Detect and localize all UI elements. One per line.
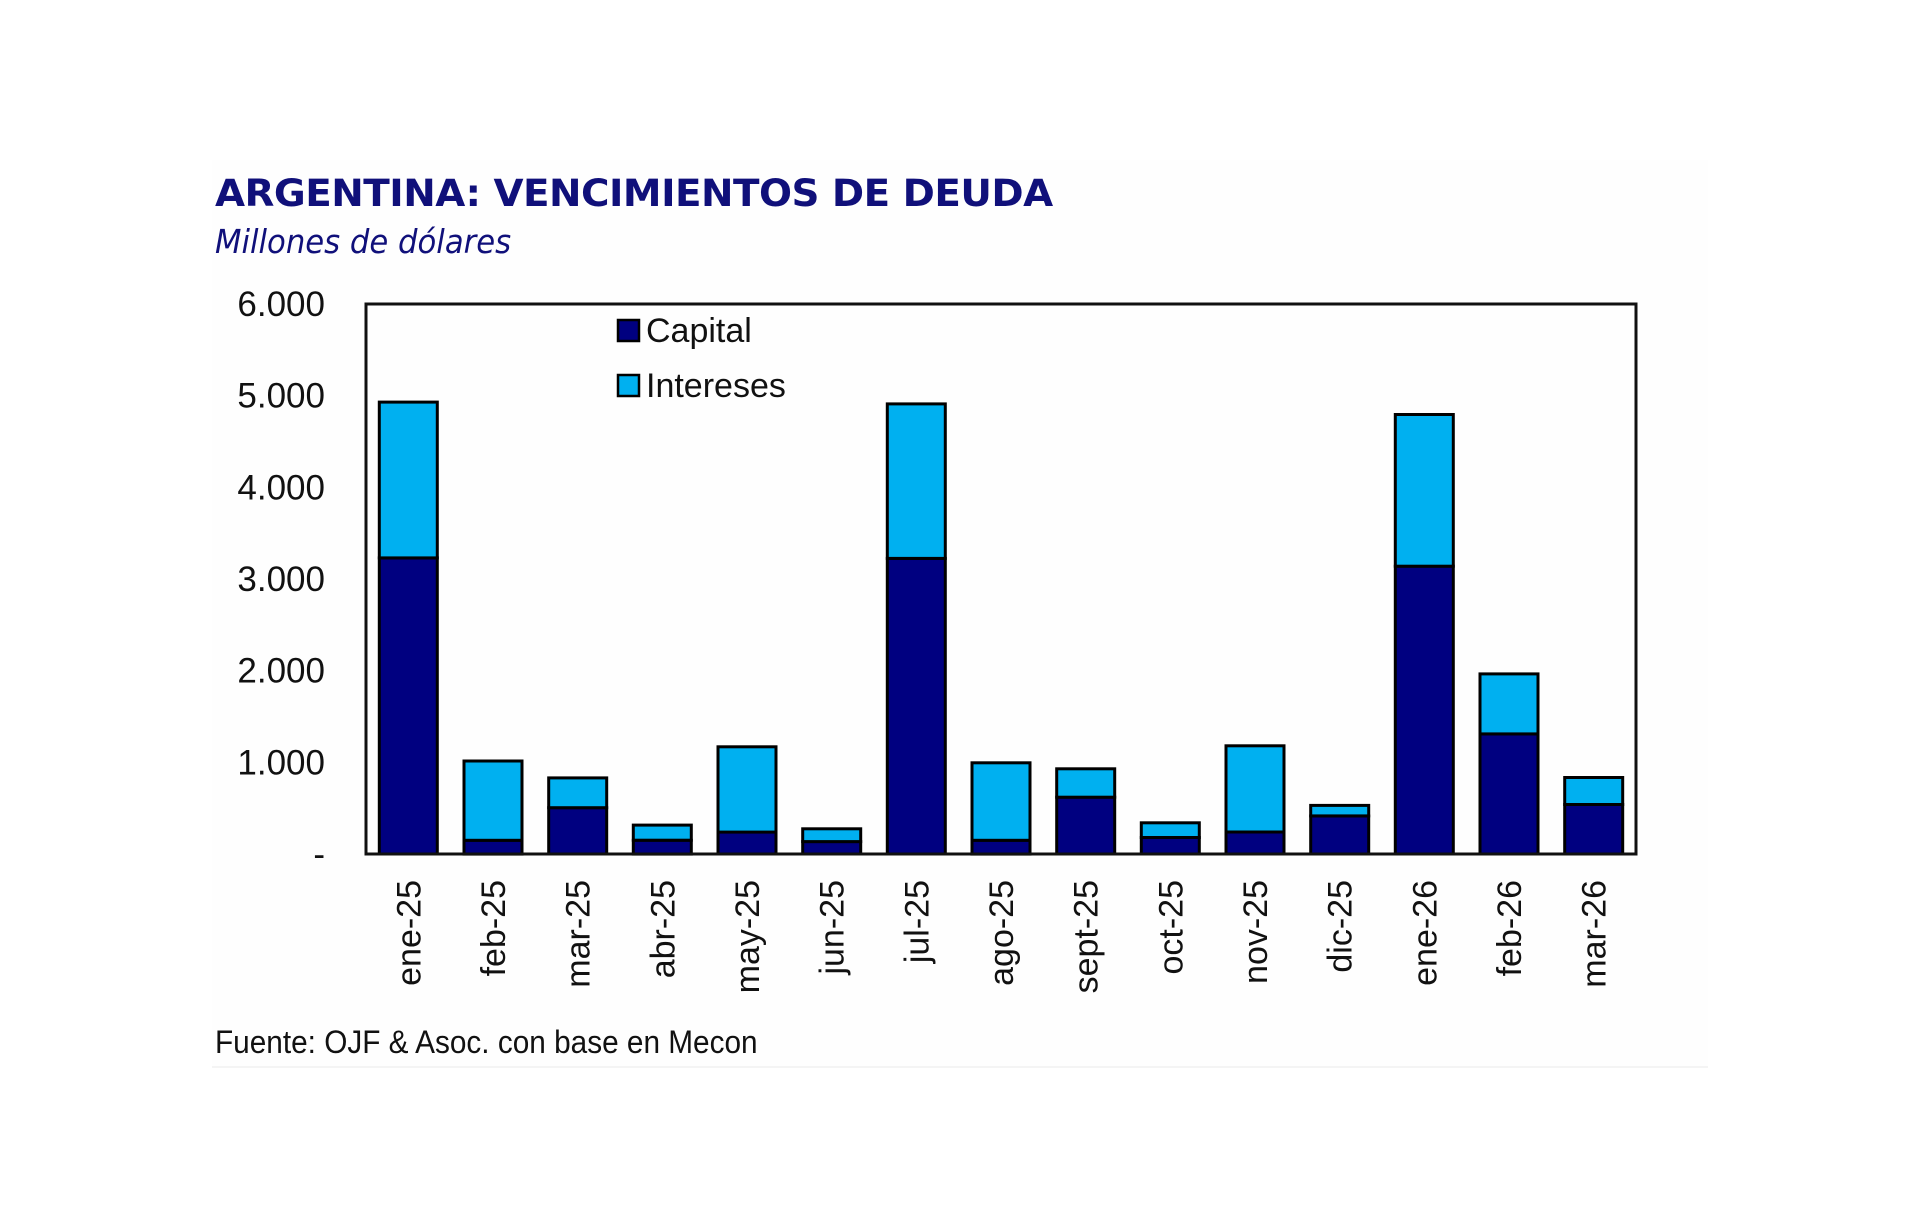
bar-capital-ene-26 [1393,564,1455,856]
y-tick-label: - [313,835,325,874]
legend-swatch-intereses [616,373,641,398]
chart-title: ARGENTINA: VENCIMIENTOS DE DEUDA [215,172,1053,215]
legend-swatch-capital [616,318,641,343]
bar-intereses-ene-25 [377,400,439,560]
bar-capital-ene-25 [377,556,439,856]
x-tick-label: nov-25 [1237,880,1275,984]
chart-panel [212,160,1708,1068]
y-tick-label: 2.000 [237,652,325,691]
x-tick-label: oct-25 [1152,880,1190,975]
bar-capital-dic-25 [1309,814,1371,856]
bar-capital-feb-25 [462,838,524,856]
bar-intereses-abr-25 [631,823,693,842]
bar-intereses-mar-25 [547,776,609,810]
bar-intereses-feb-25 [462,759,524,842]
bar-capital-mar-26 [1563,803,1625,856]
bars-layer [377,400,1625,856]
x-tick-label: ago-25 [983,880,1021,986]
bar-capital-jul-25 [885,556,947,856]
y-tick-label: 4.000 [237,468,325,507]
y-axis: - 1.000 2.000 3.000 4.000 5.000 6.000 [237,285,325,874]
legend-label-intereses: Intereses [646,367,786,405]
legend: Capital Intereses [616,312,786,405]
bar-intereses-sept-25 [1055,767,1117,799]
bar-capital-may-25 [716,830,778,856]
bar-intereses-may-25 [716,745,778,834]
y-tick-label: 1.000 [237,743,325,782]
bar-capital-abr-25 [631,838,693,856]
chart-subtitle: Millones de dólares [215,222,512,261]
bar-capital-ago-25 [970,838,1032,856]
x-tick-label: dic-25 [1322,880,1360,973]
y-tick-label: 6.000 [237,285,325,324]
bar-intereses-ago-25 [970,761,1032,842]
x-tick-label: ene-26 [1406,880,1444,986]
legend-label-capital: Capital [646,312,752,350]
y-tick-label: 5.000 [237,377,325,416]
bar-intereses-ene-26 [1393,413,1455,568]
bar-intereses-nov-25 [1224,744,1286,834]
bar-intereses-dic-25 [1309,803,1371,818]
x-tick-label: jul-25 [898,880,936,964]
bar-intereses-oct-25 [1139,821,1201,839]
plot-area-frame [364,302,1638,856]
x-tick-label: sept-25 [1068,880,1106,993]
y-tick-label: 3.000 [237,560,325,599]
bar-capital-nov-25 [1224,830,1286,856]
x-tick-label: ene-25 [390,880,428,986]
bar-intereses-feb-26 [1478,672,1540,736]
x-tick-label: feb-26 [1491,880,1529,976]
x-tick-label: feb-25 [475,880,513,976]
bar-intereses-mar-26 [1563,776,1625,806]
x-tick-label: mar-25 [560,880,598,988]
bar-capital-mar-25 [547,806,609,856]
x-tick-label: may-25 [729,880,767,993]
x-tick-label: mar-26 [1576,880,1614,988]
source-note: Fuente: OJF & Asoc. con base en Mecon [215,1024,758,1060]
bar-capital-oct-25 [1139,836,1201,856]
x-axis: ene-25 feb-25 mar-25 abr-25 may-25 jun-25 jul-… [390,880,1613,993]
bar-capital-jun-25 [801,840,863,856]
bar-capital-feb-26 [1478,732,1540,856]
x-tick-label: abr-25 [644,880,682,978]
bar-intereses-jul-25 [885,402,947,560]
bar-capital-sept-25 [1055,795,1117,856]
bar-intereses-jun-25 [801,827,863,844]
x-tick-label: jun-25 [814,880,852,976]
